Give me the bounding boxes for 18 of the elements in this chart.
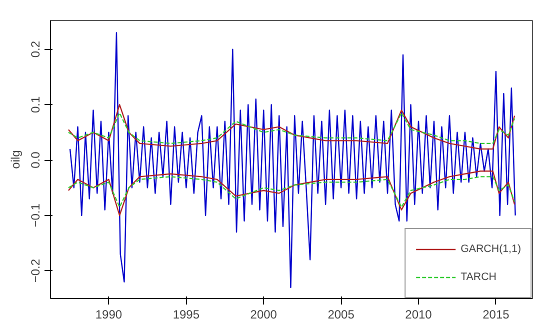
x-tick-label: 2000 (250, 308, 278, 322)
legend-label: GARCH(1,1) (460, 243, 521, 255)
line-series (68, 170, 516, 216)
line-series (68, 112, 516, 144)
x-tick-label: 2005 (328, 308, 355, 322)
y-tick-label: 0.1 (28, 96, 42, 114)
y-tick-label: 0.0 (28, 151, 42, 168)
legend-label: TARCH (460, 271, 497, 283)
y-tick-label: 0.2 (28, 40, 42, 58)
y-axis-title: oilg (8, 150, 22, 169)
y-tick-label: −0.1 (28, 203, 42, 228)
x-tick-label: 2015 (482, 308, 510, 322)
x-tick-label: 1995 (172, 308, 200, 322)
y-tick-label: −0.2 (28, 258, 42, 283)
x-tick-label: 1990 (95, 308, 122, 322)
line-series (68, 104, 516, 150)
line-series (68, 176, 516, 208)
x-tick-label: 2010 (405, 308, 432, 322)
